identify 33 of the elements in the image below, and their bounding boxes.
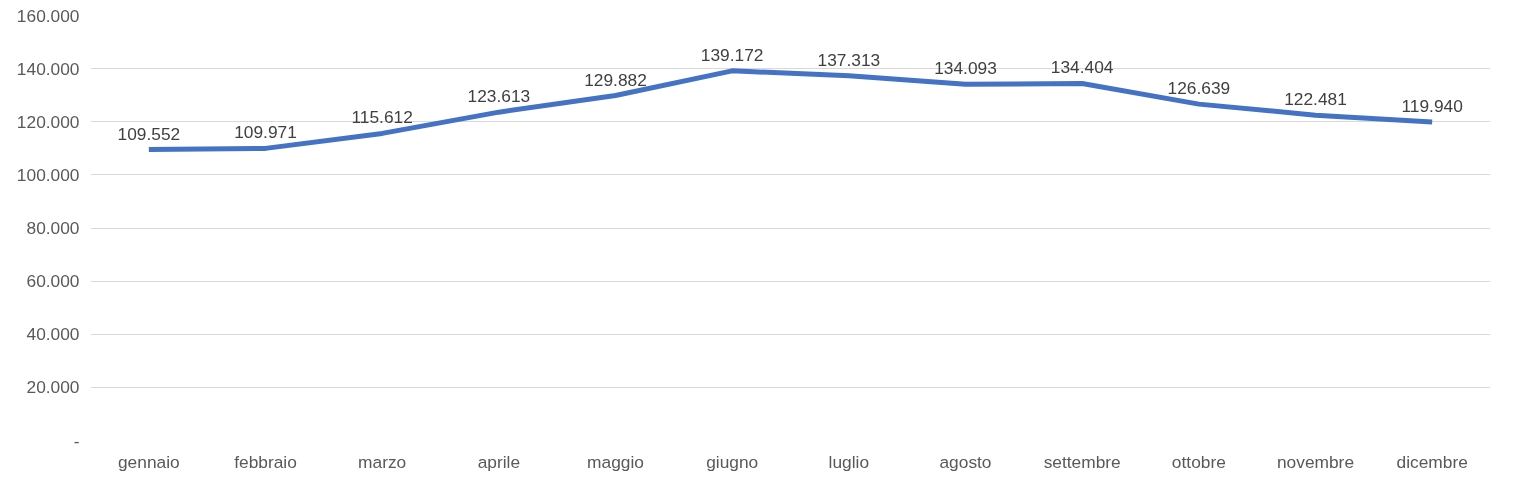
y-tick-label: 20.000 <box>26 377 80 398</box>
x-tick-label: agosto <box>939 451 992 472</box>
x-tick-label: ottobre <box>1171 451 1226 472</box>
x-tick-label: maggio <box>587 451 644 472</box>
data-label: 109.552 <box>117 123 181 144</box>
data-label: 119.940 <box>1401 95 1463 116</box>
data-label: 126.639 <box>1167 78 1231 99</box>
y-tick-label: - <box>73 430 80 451</box>
x-tick-label: marzo <box>358 451 407 472</box>
data-label: 123.613 <box>467 86 531 107</box>
y-tick-label: 160.000 <box>16 5 80 26</box>
data-label: 134.404 <box>1050 57 1114 78</box>
x-tick-label: aprile <box>477 451 521 472</box>
x-tick-label: febbraio <box>234 451 297 472</box>
data-label: 139.172 <box>700 44 764 65</box>
x-tick-label: settembre <box>1043 451 1121 472</box>
data-label: 109.971 <box>234 122 297 143</box>
data-label: 134.093 <box>934 58 997 79</box>
data-label: 122.481 <box>1284 89 1347 110</box>
x-tick-label: giugno <box>706 451 759 472</box>
data-label: 129.882 <box>584 69 647 90</box>
y-tick-label: 40.000 <box>26 324 80 345</box>
x-tick-label: gennaio <box>118 451 180 472</box>
y-tick-label: 100.000 <box>16 164 80 185</box>
y-tick-label: 80.000 <box>26 218 80 238</box>
data-label: 137.313 <box>817 49 881 70</box>
y-tick-label: 120.000 <box>16 111 80 132</box>
x-tick-label: novembre <box>1276 451 1355 472</box>
data-label: 115.612 <box>351 107 413 128</box>
x-tick-label: dicembre <box>1396 451 1468 472</box>
x-tick-label: luglio <box>828 451 870 472</box>
y-tick-label: 60.000 <box>26 271 80 292</box>
y-tick-label: 140.000 <box>16 58 80 79</box>
